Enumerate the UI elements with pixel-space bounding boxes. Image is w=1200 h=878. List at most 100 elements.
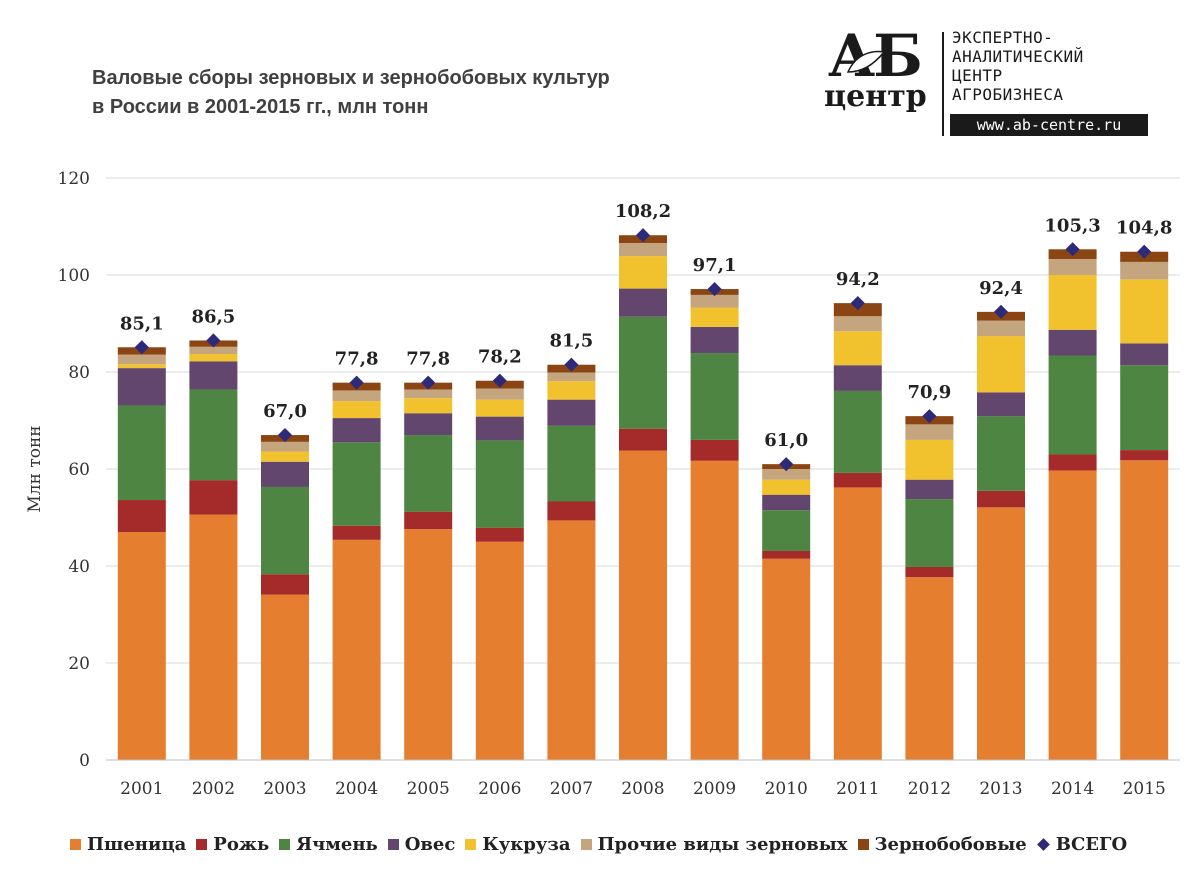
total-marker	[1065, 242, 1080, 257]
legend-swatch	[387, 838, 399, 850]
legend-swatch	[279, 838, 291, 850]
x-tick-label: 2015	[1123, 779, 1166, 799]
bar-segment	[833, 331, 882, 366]
y-tick-label: 0	[79, 751, 90, 771]
x-tick-label: 2001	[120, 779, 163, 799]
bar-segment	[475, 416, 524, 441]
total-marker	[277, 427, 293, 443]
bar-segment	[690, 307, 739, 327]
bar-segment	[332, 418, 381, 443]
total-marker	[707, 281, 722, 297]
total-data-label: 86,5	[191, 306, 235, 327]
total-data-label: 97,1	[693, 255, 737, 276]
x-tick-label: 2013	[979, 779, 1022, 799]
ab-centre-logo: АБ центр ЭКСПЕРТНО- АНАЛИТИЧЕСКИЙ ЦЕНТР …	[822, 24, 1162, 138]
x-tick-label: 2009	[693, 779, 736, 799]
bar-segment	[189, 354, 238, 362]
logo-line-4: АГРОБИЗНЕСА	[952, 85, 1064, 104]
bar-segment	[619, 450, 667, 760]
total-marker	[779, 457, 794, 472]
x-tick-label: 2010	[765, 779, 808, 799]
legend-label: Прочие виды зерновых	[597, 833, 848, 855]
bar-segment	[475, 527, 524, 542]
logo-text: ЭКСПЕРТНО- АНАЛИТИЧЕСКИЙ ЦЕНТР АГРОБИЗНЕ…	[952, 28, 1084, 104]
total-data-label: 81,5	[549, 331, 593, 352]
y-tick-label: 80	[68, 363, 90, 383]
bar-segment	[189, 389, 238, 481]
x-tick-label: 2007	[550, 779, 593, 799]
legend-label: Рожь	[213, 833, 270, 855]
legend-swatch	[196, 838, 208, 850]
bar-segment	[404, 413, 453, 436]
bar-segment	[404, 511, 453, 530]
total-marker	[1137, 244, 1152, 259]
bar-segment	[762, 479, 811, 495]
bar-segment	[905, 479, 954, 500]
x-tick-label: 2003	[263, 779, 306, 799]
bar-segment	[1048, 355, 1097, 455]
bar-segment	[833, 365, 882, 391]
legend-label: Ячмень	[296, 833, 378, 855]
logo-line-1: ЭКСПЕРТНО-	[952, 28, 1054, 47]
logo-line-3: ЦЕНТР	[952, 66, 1003, 85]
legend-label: Овес	[404, 833, 456, 855]
bar-segment	[833, 390, 882, 473]
legend-label: ВСЕГО	[1055, 833, 1128, 855]
legend-item: Пшеница	[70, 834, 186, 855]
bar-segment	[332, 390, 381, 402]
bar-segment	[261, 574, 309, 595]
logo-separator	[942, 32, 944, 136]
bar-segment	[905, 566, 954, 578]
bar-segment	[404, 389, 453, 399]
bar-segment	[833, 472, 882, 488]
total-data-label: 61,0	[764, 430, 808, 451]
total-marker	[635, 228, 651, 243]
total-data-label: 108,2	[615, 201, 671, 222]
x-tick-label: 2012	[908, 779, 951, 799]
bar-segment	[619, 316, 667, 429]
x-tick-label: 2011	[836, 779, 879, 799]
total-marker	[206, 333, 221, 348]
legend-item: Ячмень	[279, 834, 378, 855]
bar-segment	[547, 501, 596, 521]
bar-segment	[762, 550, 811, 559]
bar-segment	[1048, 258, 1097, 275]
y-axis-title: Млн тонн	[25, 425, 45, 512]
bar-segment	[261, 486, 309, 575]
bar-segment	[117, 405, 166, 501]
stacked-bar-chart: 0 20 40 60 80 100 120 Млн тонн 2001 85,1 2002 86,5 2…	[25, 169, 1180, 799]
chart-title-line-2: в России в 2001-2015 гг., млн тонн	[92, 96, 429, 118]
total-data-label: 94,2	[836, 269, 880, 290]
bar-segment	[475, 399, 524, 417]
x-tick-label: 2005	[407, 779, 450, 799]
logo-mark: АБ центр	[822, 24, 934, 118]
bar-segment	[261, 441, 309, 452]
bar-segment	[547, 399, 596, 426]
bar-segment	[905, 577, 954, 760]
bar-segment	[690, 326, 739, 354]
bar-segment	[117, 532, 166, 760]
bar-segment	[117, 500, 166, 533]
bar-segment	[690, 294, 739, 308]
total-marker	[492, 373, 507, 388]
total-data-label: 78,2	[478, 347, 522, 368]
bar-segment	[189, 480, 238, 515]
bar-segment	[762, 510, 811, 551]
bar-segment	[619, 428, 667, 451]
bar-segment	[1120, 450, 1169, 461]
legend-item: Зернобобовые	[857, 833, 1027, 855]
leaf-icon	[846, 50, 886, 73]
bar-segment	[547, 520, 596, 760]
legend-label: Зернобобовые	[874, 833, 1027, 855]
legend-swatch	[580, 838, 592, 850]
bar-segment	[762, 558, 811, 760]
y-tick-label: 60	[68, 460, 90, 480]
legend-swatch	[465, 838, 477, 850]
chart-title: Валовые сборы зерновых и зернобобовых ку…	[92, 64, 732, 122]
total-marker	[564, 357, 579, 372]
bar-segment	[475, 388, 524, 400]
bar-segment	[261, 451, 309, 462]
total-data-label: 85,1	[120, 313, 164, 334]
x-tick-label: 2004	[335, 779, 378, 799]
bar-segment	[977, 416, 1025, 491]
